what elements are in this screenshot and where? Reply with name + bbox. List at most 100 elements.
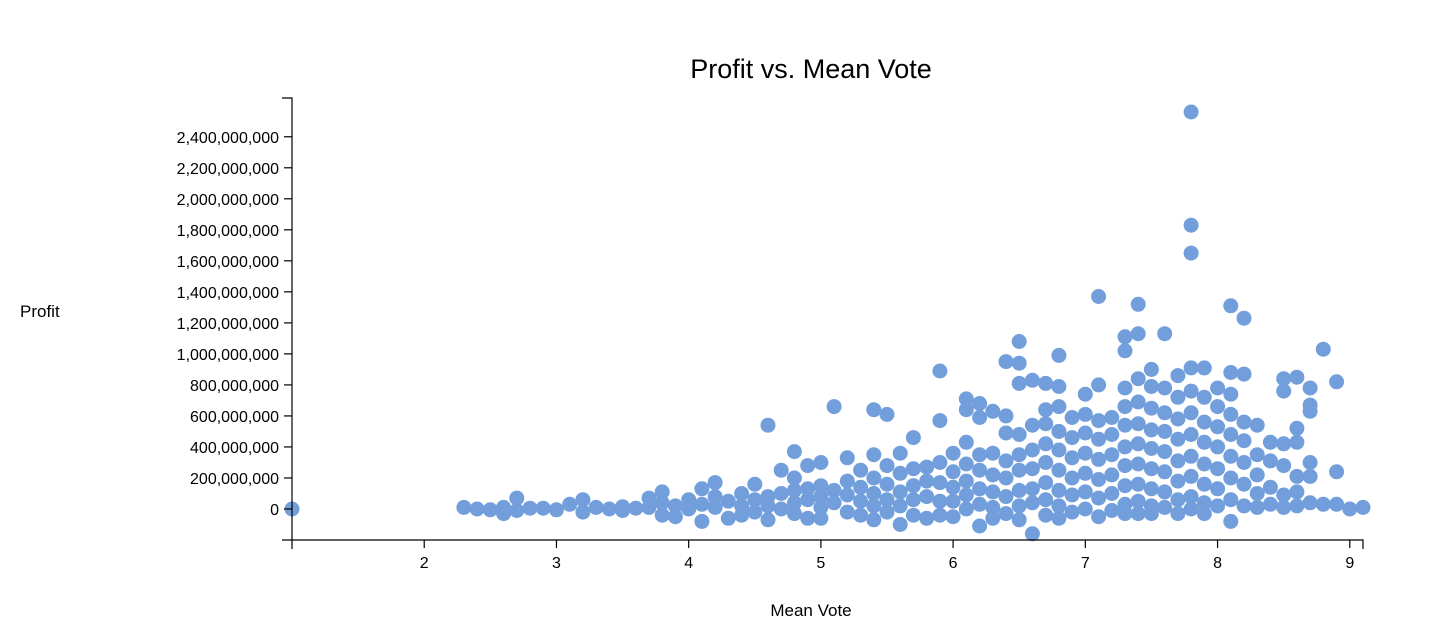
data-point <box>1117 380 1133 396</box>
data-point <box>1024 495 1040 511</box>
data-point <box>1329 374 1345 390</box>
data-point <box>1143 506 1159 522</box>
data-point <box>1170 492 1186 508</box>
data-point <box>1104 486 1120 501</box>
data-point <box>972 447 988 463</box>
data-point <box>1051 347 1067 363</box>
data-point <box>813 499 829 515</box>
data-point <box>1157 464 1173 480</box>
data-point <box>1302 403 1318 419</box>
data-point <box>1011 427 1027 442</box>
data-point <box>853 493 869 509</box>
data-point <box>1249 499 1265 515</box>
data-point <box>813 489 829 505</box>
data-point <box>681 501 697 517</box>
data-point <box>1236 433 1252 449</box>
data-point <box>1236 366 1252 382</box>
data-point <box>1170 431 1186 447</box>
y-axis-line <box>282 97 293 541</box>
data-point <box>1315 341 1331 357</box>
data-point <box>734 486 750 501</box>
data-point <box>1104 467 1120 483</box>
data-point <box>1130 326 1146 342</box>
data-point <box>932 475 948 491</box>
data-point <box>1038 416 1054 432</box>
data-point <box>1196 456 1212 472</box>
data-point <box>1223 470 1239 486</box>
data-point <box>919 473 935 489</box>
data-point <box>1302 455 1318 470</box>
data-point <box>562 496 578 512</box>
data-point <box>1183 468 1199 484</box>
data-point <box>786 506 802 522</box>
data-point <box>1236 476 1252 492</box>
data-point <box>1276 383 1292 399</box>
data-point <box>945 464 961 480</box>
data-point <box>720 493 736 509</box>
data-point <box>1130 371 1146 387</box>
data-point <box>932 493 948 509</box>
data-point <box>1077 445 1093 461</box>
data-point <box>1051 482 1067 498</box>
data-point <box>985 403 1001 419</box>
data-point <box>1077 406 1093 422</box>
data-point <box>1157 499 1173 515</box>
x-tick-label: 2 <box>420 555 429 572</box>
data-point <box>1011 482 1027 498</box>
x-tick-label: 8 <box>1213 555 1222 572</box>
data-point <box>866 402 882 418</box>
data-point <box>1130 416 1146 432</box>
data-point <box>998 425 1014 441</box>
data-point <box>985 445 1001 461</box>
data-point <box>1183 427 1199 442</box>
data-point <box>1091 377 1107 393</box>
data-point <box>654 507 670 523</box>
data-point <box>1302 495 1318 511</box>
data-point <box>522 500 538 516</box>
data-point <box>1170 411 1186 427</box>
data-point <box>1262 434 1278 450</box>
data-point <box>866 512 882 528</box>
data-point <box>786 470 802 486</box>
data-point <box>707 499 723 515</box>
data-point <box>773 462 789 478</box>
data-point <box>826 482 842 498</box>
data-point <box>1130 436 1146 452</box>
data-point <box>972 410 988 425</box>
y-tick-label: 200,000,000 <box>190 471 279 488</box>
data-point <box>905 430 921 446</box>
data-point <box>1236 455 1252 470</box>
data-point <box>813 478 829 494</box>
data-point <box>1051 399 1067 415</box>
data-point <box>747 476 763 492</box>
data-point <box>1249 467 1265 483</box>
data-point <box>1289 420 1305 436</box>
data-point <box>1143 422 1159 438</box>
data-point <box>998 470 1014 486</box>
data-point <box>1196 360 1212 376</box>
x-axis-line <box>291 539 1364 549</box>
data-point <box>919 459 935 475</box>
data-point <box>1077 484 1093 500</box>
data-point <box>1091 472 1107 487</box>
data-point <box>1051 462 1067 478</box>
data-point <box>1236 414 1252 430</box>
data-point <box>839 473 855 489</box>
data-point <box>1223 448 1239 464</box>
data-point <box>760 498 776 514</box>
data-point <box>1276 458 1292 474</box>
data-point <box>1038 507 1054 523</box>
data-point <box>1183 448 1199 464</box>
data-point <box>1011 512 1027 528</box>
data-point <box>1157 405 1173 421</box>
data-point <box>932 413 948 429</box>
data-point <box>1077 501 1093 517</box>
data-point <box>1157 444 1173 460</box>
data-point <box>535 500 551 516</box>
data-point <box>1262 453 1278 469</box>
data-point <box>1157 380 1173 396</box>
data-point <box>1091 509 1107 525</box>
data-point <box>1170 368 1186 384</box>
data-point <box>1223 492 1239 508</box>
data-point <box>1051 498 1067 514</box>
